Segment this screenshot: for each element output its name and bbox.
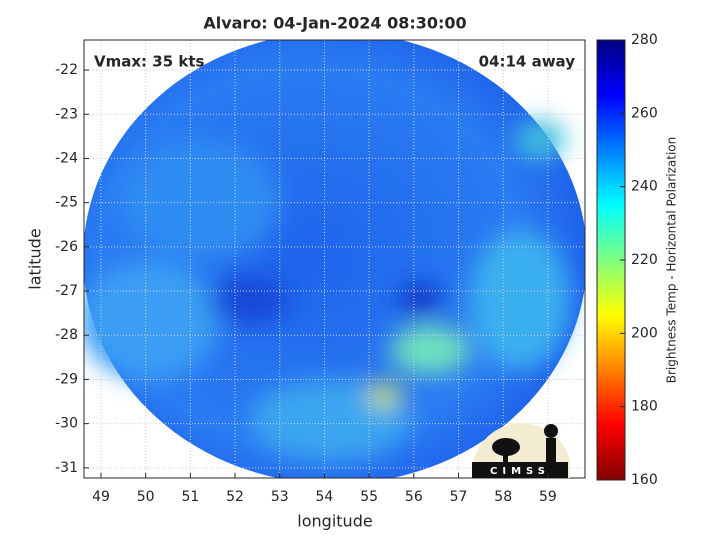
colorbar-tick-label: 240 bbox=[631, 179, 658, 195]
x-tick-label: 56 bbox=[405, 489, 423, 505]
x-tick-label: 50 bbox=[137, 489, 155, 505]
y-tick-label: -23 bbox=[55, 106, 78, 122]
x-tick-label: 49 bbox=[92, 489, 110, 505]
y-tick-label: -28 bbox=[55, 327, 78, 343]
colorbar-tick-label: 260 bbox=[631, 105, 658, 121]
x-axis-label: longitude bbox=[297, 512, 372, 531]
y-tick-label: -27 bbox=[55, 283, 78, 299]
colorbar-tick-label: 220 bbox=[631, 252, 658, 268]
cimss-logo: CIMSS bbox=[471, 423, 570, 478]
colorbar-label: Brightness Temp - Horizontal Polarizatio… bbox=[665, 137, 679, 384]
x-tick-label: 52 bbox=[226, 489, 244, 505]
x-tick-label: 53 bbox=[271, 489, 289, 505]
x-tick-label: 55 bbox=[360, 489, 378, 505]
colorbar-tick-label: 160 bbox=[631, 472, 658, 488]
y-tick-label: -30 bbox=[55, 416, 78, 432]
y-axis-label: latitude bbox=[26, 228, 45, 289]
colorbar-tick-label: 280 bbox=[631, 32, 658, 48]
vmax-annotation: Vmax: 35 kts bbox=[94, 53, 204, 71]
time-annotation: 04:14 away bbox=[479, 53, 576, 71]
plot-frame bbox=[83, 39, 586, 479]
y-tick-label: -25 bbox=[55, 195, 78, 211]
y-tick-label: -31 bbox=[55, 460, 78, 476]
x-tick-label: 59 bbox=[539, 489, 557, 505]
satellite-image bbox=[84, 40, 585, 478]
x-tick-label: 58 bbox=[494, 489, 512, 505]
colorbar-tick-label: 200 bbox=[631, 325, 658, 341]
x-tick-label: 54 bbox=[316, 489, 334, 505]
y-tick-label: -24 bbox=[55, 150, 78, 166]
x-tick-label: 57 bbox=[450, 489, 468, 505]
grid bbox=[84, 40, 585, 478]
y-tick-label: -22 bbox=[55, 62, 78, 78]
x-tick-label: 51 bbox=[181, 489, 199, 505]
logo-text: CIMSS bbox=[490, 466, 550, 477]
chart-title: Alvaro: 04-Jan-2024 08:30:00 bbox=[203, 14, 466, 33]
colorbar-tick-label: 180 bbox=[631, 399, 658, 415]
y-tick-label: -29 bbox=[55, 371, 78, 387]
y-tick-label: -26 bbox=[55, 239, 78, 255]
